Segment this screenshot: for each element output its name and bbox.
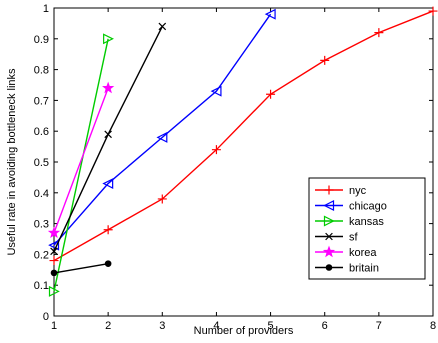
series-kansas	[48, 33, 114, 297]
legend-item-britain: britain	[315, 263, 379, 275]
x-tick-label: 5	[268, 320, 274, 332]
data-point-kansas	[48, 285, 60, 297]
series-nyc	[49, 6, 438, 266]
legend-item-chicago: chicago	[315, 200, 387, 213]
x-tick-label: 6	[322, 320, 328, 332]
y-tick-label: 0.2	[34, 249, 49, 261]
series-korea	[47, 81, 115, 239]
y-axis-label: Useful rate in avoiding bottleneck links	[6, 68, 18, 256]
legend-marker	[323, 215, 335, 227]
data-point-britain	[104, 260, 112, 267]
y-tick-label: 0	[43, 311, 49, 323]
data-point-chicago	[210, 85, 222, 97]
data-point-chicago	[264, 8, 276, 20]
data-point-chicago	[156, 131, 168, 143]
data-point-nyc	[428, 6, 438, 16]
data-point-sf	[158, 22, 167, 31]
y-tick-label: 1	[43, 3, 49, 15]
data-point-nyc	[266, 89, 276, 99]
series-line-nyc	[53, 10, 434, 262]
data-point-kansas	[103, 33, 114, 45]
x-tick-label: 7	[376, 320, 382, 332]
y-tick-label: 0.6	[34, 126, 49, 138]
y-tick-label: 0.7	[34, 95, 49, 107]
legend-label: chicago	[349, 201, 387, 213]
y-tick-label: 0.9	[34, 34, 49, 46]
data-point-sf	[104, 130, 112, 139]
legend-item-kansas: kansas	[315, 215, 384, 228]
legend-label: kansas	[349, 216, 384, 228]
data-point-nyc	[374, 28, 384, 38]
data-point-nyc	[157, 194, 167, 204]
series-chicago	[48, 8, 276, 251]
x-axis-label: Number of providers	[194, 325, 294, 337]
legend-marker	[324, 185, 334, 195]
series-lines	[47, 6, 438, 297]
data-point-nyc	[211, 145, 221, 155]
data-point-sf	[50, 247, 58, 256]
legend-label: korea	[349, 247, 377, 259]
y-tick-label: 0.8	[34, 65, 49, 77]
legend-label: nyc	[349, 185, 367, 197]
x-tick-label: 3	[159, 320, 165, 332]
x-tick-label: 8	[430, 320, 436, 332]
series-sf	[50, 22, 167, 256]
legend-item-sf: sf	[315, 232, 359, 244]
series-line-britain	[53, 262, 109, 274]
legend-marker	[322, 245, 336, 258]
data-point-britain	[50, 269, 58, 277]
legend-label: britain	[349, 263, 379, 275]
legend-marker	[325, 232, 333, 241]
series-line-chicago	[53, 13, 272, 246]
legend-item-nyc: nyc	[315, 185, 367, 197]
y-tick-label: 0.1	[34, 280, 49, 292]
data-point-nyc	[320, 55, 330, 65]
series-line-kansas	[53, 38, 109, 292]
legend-box	[308, 177, 426, 280]
axis-ticks: 1 2 3 4 5 6 7 8 0 0.1 0.2 0.3 0.4 0.5 0.6 0.7 0.8 0.9 1	[34, 3, 436, 332]
data-point-chicago	[48, 239, 60, 251]
series-line-korea	[53, 87, 109, 234]
y-tick-label: 0.5	[34, 157, 49, 169]
y-tick-label: 0.3	[34, 219, 49, 231]
data-point-korea	[102, 81, 115, 94]
x-tick-label: 4	[213, 320, 219, 332]
series-britain	[50, 260, 112, 277]
data-point-nyc	[49, 256, 59, 266]
x-tick-label: 1	[51, 320, 57, 332]
data-point-chicago	[102, 178, 114, 190]
x-tick-label: 2	[105, 320, 111, 332]
legend-marker	[325, 264, 333, 271]
legend-label: sf	[349, 232, 359, 244]
data-point-korea	[47, 226, 61, 239]
legend: nyc chicago kansas sf korea britain	[308, 177, 426, 280]
data-point-nyc	[103, 225, 113, 235]
legend-marker	[323, 200, 335, 211]
y-tick-label: 0.4	[34, 188, 49, 200]
legend-item-korea: korea	[315, 245, 377, 259]
